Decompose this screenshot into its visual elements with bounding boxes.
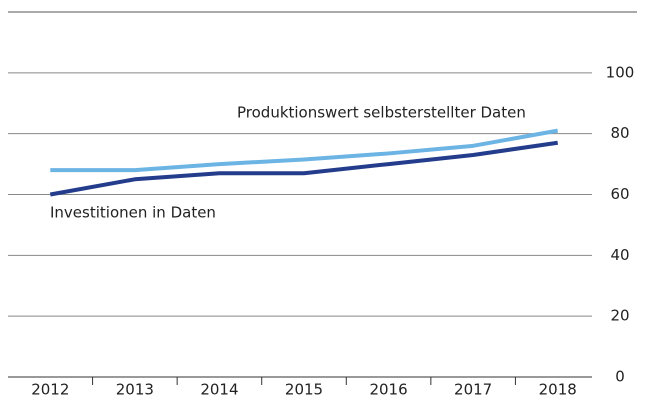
x-tick-label: 2017 xyxy=(454,381,492,399)
series-label: Produktionswert selbsterstellter Daten xyxy=(237,104,526,122)
series-line xyxy=(50,128,559,173)
y-tick-label: 60 xyxy=(610,185,629,203)
x-tick-label: 2016 xyxy=(369,381,407,399)
y-tick-label: 80 xyxy=(610,124,629,142)
y-tick-label: 0 xyxy=(615,368,625,386)
x-tick-label: 2015 xyxy=(285,381,323,399)
y-tick-label: 20 xyxy=(610,307,629,325)
x-tick-label: 2014 xyxy=(200,381,238,399)
series-label: Investitionen in Daten xyxy=(50,204,216,222)
x-tick-label: 2012 xyxy=(31,381,69,399)
x-tick-label: 2018 xyxy=(539,381,577,399)
series-line xyxy=(49,140,558,197)
y-tick-label: 40 xyxy=(610,246,629,264)
y-tick-label: 100 xyxy=(606,63,635,81)
x-tick-label: 2013 xyxy=(116,381,154,399)
